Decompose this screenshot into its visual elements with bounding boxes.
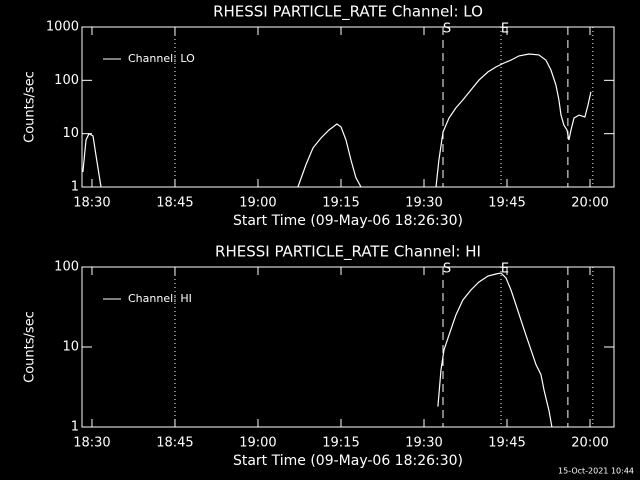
- x-tick-label: 18:45: [156, 436, 193, 451]
- x-tick-label: 19:30: [405, 196, 442, 211]
- x-tick-label: 19:30: [405, 436, 442, 451]
- marker-label: E: [501, 262, 509, 277]
- x-tick-label: 18:30: [73, 196, 110, 211]
- legend-label: Channel: HI: [128, 292, 192, 305]
- x-tick-label: 20:00: [571, 436, 608, 451]
- y-tick-label: 100: [54, 260, 79, 275]
- y-tick-label: 100: [54, 73, 79, 88]
- y-tick-label: 10: [62, 340, 79, 355]
- x-tick-label: 19:00: [239, 196, 276, 211]
- x-axis-label: Start Time (09-May-06 18:26:30): [233, 453, 463, 469]
- x-tick-label: 20:00: [571, 196, 608, 211]
- x-axis-label: Start Time (09-May-06 18:26:30): [233, 213, 463, 229]
- marker-label: S: [443, 22, 451, 37]
- x-tick-label: 19:45: [488, 436, 525, 451]
- chart-title: RHESSI PARTICLE_RATE Channel: HI: [215, 243, 481, 262]
- chart-title: RHESSI PARTICLE_RATE Channel: LO: [213, 3, 483, 22]
- y-tick-label: 1: [71, 180, 79, 195]
- plot-frame: [81, 26, 615, 188]
- x-tick-label: 19:15: [322, 196, 359, 211]
- plot-frame: [81, 266, 615, 428]
- y-tick-label: 1: [71, 420, 79, 435]
- x-tick-label: 18:30: [73, 436, 110, 451]
- y-axis-label: Counts/sec: [23, 71, 38, 143]
- marker-label: S: [443, 262, 451, 277]
- legend-label: Channel: LO: [128, 52, 195, 65]
- y-tick-label: 10: [62, 126, 79, 141]
- footer: 15-Oct-2021 10:44: [558, 467, 634, 476]
- x-tick-label: 19:15: [322, 436, 359, 451]
- marker-label: E: [501, 22, 509, 37]
- data-line: [82, 53, 592, 188]
- data-line: [437, 272, 553, 428]
- x-tick-label: 18:45: [156, 196, 193, 211]
- x-tick-label: 19:45: [488, 196, 525, 211]
- y-tick-label: 1000: [46, 20, 79, 35]
- x-tick-label: 19:00: [239, 436, 276, 451]
- y-axis-label: Counts/sec: [23, 311, 38, 383]
